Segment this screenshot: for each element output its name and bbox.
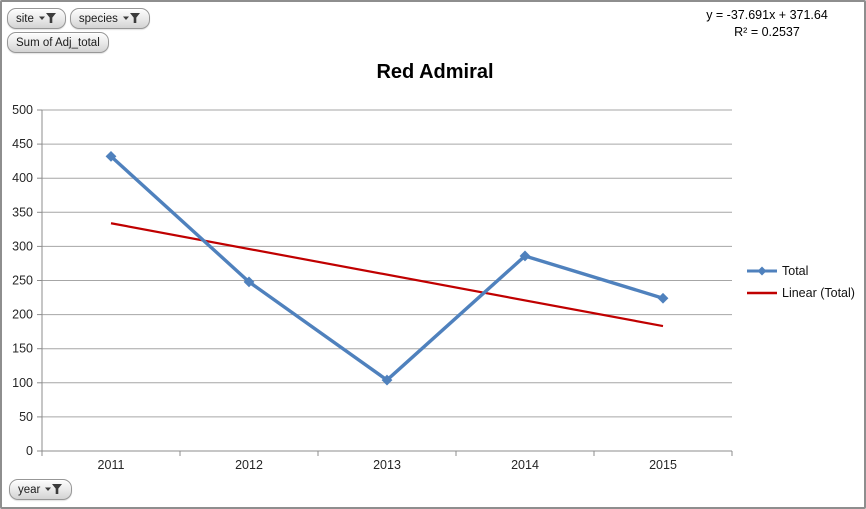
filter-dropdown-icon — [38, 13, 57, 24]
svg-text:400: 400 — [12, 171, 33, 185]
sum-of-adj-total-button[interactable]: Sum of Adj_total — [7, 32, 109, 53]
svg-text:450: 450 — [12, 137, 33, 151]
data-point-2011 — [105, 150, 117, 162]
x-axis-labels: 2011 2012 2013 2014 2015 — [41, 451, 733, 472]
gridlines — [42, 109, 732, 418]
svg-text:2013: 2013 — [373, 458, 401, 472]
trendline-rsquared-line: R² = 0.2537 — [734, 24, 800, 39]
svg-text:2011: 2011 — [98, 458, 125, 472]
site-field-button[interactable]: site — [7, 8, 66, 29]
svg-text:2012: 2012 — [235, 458, 263, 472]
svg-text:50: 50 — [19, 410, 33, 424]
svg-text:350: 350 — [12, 205, 33, 219]
svg-text:2015: 2015 — [649, 458, 677, 472]
filter-dropdown-icon — [122, 13, 141, 24]
legend-swatch — [747, 291, 777, 295]
data-point-2013 — [381, 374, 393, 386]
svg-text:150: 150 — [12, 342, 33, 356]
series-total-line[interactable] — [109, 154, 665, 382]
svg-text:250: 250 — [12, 274, 33, 288]
trendline-equation: y = -37.691x + 371.64 R² = 0.2537 — [682, 7, 852, 41]
year-field-label: year — [18, 483, 41, 496]
legend-item-total[interactable]: Total — [746, 264, 855, 278]
data-point-2014 — [519, 250, 531, 262]
legend-swatch — [747, 266, 777, 276]
legend-label: Linear (Total) — [782, 286, 855, 300]
svg-text:0: 0 — [26, 444, 33, 458]
data-point-2012 — [243, 276, 255, 288]
svg-text:200: 200 — [12, 308, 33, 322]
svg-text:500: 500 — [12, 103, 33, 117]
axis-field-button-wrap: year — [9, 479, 73, 500]
pivot-field-buttons-top: site species — [7, 8, 150, 29]
chart-title: Red Admiral — [376, 61, 494, 83]
chart-legend: Total Linear (Total) — [746, 264, 855, 300]
data-point-2015 — [657, 292, 669, 304]
filter-dropdown-icon — [45, 484, 63, 495]
svg-text:2014: 2014 — [511, 458, 539, 472]
svg-text:300: 300 — [12, 239, 33, 253]
svg-text:100: 100 — [12, 376, 33, 390]
value-field-button-wrap: Sum of Adj_total — [7, 32, 109, 53]
trendline-linear-total[interactable] — [110, 222, 664, 328]
legend-label: Total — [782, 264, 809, 278]
trendline-equation-line: y = -37.691x + 371.64 — [706, 8, 828, 22]
species-field-label: species — [78, 12, 118, 25]
legend-item-linear-total[interactable]: Linear (Total) — [746, 286, 855, 300]
site-field-label: site — [16, 12, 34, 25]
value-field-label: Sum of Adj_total — [16, 36, 100, 49]
series-total-markers[interactable] — [105, 150, 669, 386]
y-axis-labels: 0 50 100 150 200 250 300 350 400 450 500 — [12, 103, 42, 458]
species-field-button[interactable]: species — [69, 8, 150, 29]
year-field-button[interactable]: year — [9, 479, 73, 500]
